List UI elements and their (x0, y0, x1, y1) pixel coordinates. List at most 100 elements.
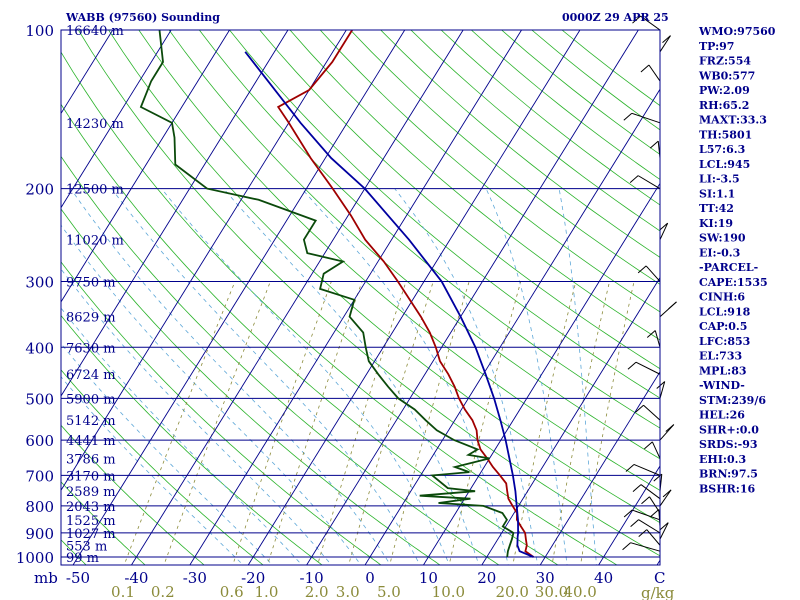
dry-adiabat (108, 30, 660, 524)
temperature-tick-label: 40 (594, 569, 613, 587)
temperature-tick-label: -50 (66, 569, 90, 587)
temperature-tick-label: -20 (241, 569, 265, 587)
dry-adiabat (61, 103, 559, 565)
temperature-tick-label: 20 (477, 569, 496, 587)
height-label: 5142 m (66, 414, 116, 429)
wind-barb-flag (629, 175, 639, 183)
wind-barb-flag (644, 441, 653, 450)
temperature-tick-labels: -50 -40 -30 -20 -10 0 10 20 30 40 (66, 569, 613, 587)
wind-barb (637, 175, 661, 190)
wind-barb (646, 529, 661, 546)
dry-adiabat (61, 155, 500, 565)
pressure-tick-label: 200 (25, 181, 54, 199)
mixing-ratio-line (512, 281, 577, 565)
height-label: 3170 m (66, 469, 116, 484)
isotherm (539, 370, 660, 565)
parameter-item: LCL:918 (699, 305, 751, 318)
wind-barb-flag (622, 542, 631, 551)
wind-barb-flag (659, 222, 668, 231)
isotherm (598, 465, 660, 565)
temperature-profile (276, 30, 535, 558)
dry-adiabat (531, 30, 660, 131)
wind-barb-flag (627, 361, 637, 370)
parameter-item: SW:190 (699, 232, 746, 245)
wind-barb (638, 519, 661, 534)
pressure-tick-label: 400 (25, 339, 54, 357)
wind-barb-flag (662, 489, 672, 498)
isotherm (130, 30, 464, 565)
dry-adiabat (61, 208, 441, 565)
parameter-item: STM:239/6 (699, 394, 766, 407)
mixing-ratio-tick-labels: 0.1 0.2 0.6 1.0 2.0 3.0 5.0 10.0 20.0 30.040.0 (111, 583, 597, 600)
isotherm (72, 30, 406, 565)
moist-adiabats (61, 188, 597, 565)
height-labels: 16640 m 14230 m 12500 m 11020 m 9750 m 8629 m… (66, 24, 124, 566)
temperature-tick-label: 10 (419, 569, 438, 587)
dry-adiabat (61, 481, 146, 565)
wind-barb-flag (649, 140, 659, 149)
mixing-ratio-tick-label: 0.2 (151, 583, 175, 600)
wind-barb (633, 463, 661, 476)
wind-barb-flag (659, 522, 669, 531)
parameter-item: FRZ:554 (699, 55, 751, 68)
moist-adiabat (61, 376, 244, 565)
parameter-item: HEL:26 (699, 409, 745, 422)
wind-barb-flag (635, 404, 644, 413)
profile-lines (139, 30, 535, 558)
parameter-item: LCL:945 (699, 158, 750, 171)
parameter-item: WB0:577 (698, 69, 755, 82)
wind-barb-flag (668, 301, 677, 310)
temperature-tick-label: 0 (365, 569, 375, 587)
pressure-tick-label: 900 (25, 525, 54, 543)
mixing-ratio-tick-label: 0.1 (111, 583, 135, 600)
chart-title: WABB (97560) Sounding (65, 11, 220, 24)
height-label: 12500 m (66, 183, 124, 198)
wind-barb (659, 381, 666, 399)
temperature-tick-label: -10 (300, 569, 324, 587)
pressure-unit-label: mb (34, 569, 58, 587)
mixing-ratio-tick-label: 3.0 (336, 583, 360, 600)
wind-barb-flag (662, 35, 671, 44)
height-label: 5900 m (66, 392, 116, 407)
dewpoint-profile (139, 30, 515, 558)
wind-barb (635, 361, 661, 375)
dry-adiabat (319, 30, 660, 313)
wind-barbs (622, 15, 677, 552)
mixing-ratio-tick-label: 40.0 (563, 583, 596, 600)
temperature-unit-label: C (654, 569, 665, 587)
parameter-item: CAP:0.5 (699, 320, 747, 333)
moist-adiabat (61, 268, 332, 565)
moist-adiabat (61, 224, 362, 565)
dry-adiabat (501, 30, 660, 155)
wind-barb (645, 265, 661, 282)
mixing-ratio-line (163, 281, 271, 565)
wind-barb-flag (630, 519, 639, 528)
chart-datetime: 0000Z 29 APR 25 (562, 11, 669, 24)
mixing-ratio-line (580, 281, 635, 565)
wind-barb (659, 489, 672, 507)
isotherm (61, 30, 347, 492)
temperature-tick-label: -30 (183, 569, 207, 587)
moist-adiabat (223, 188, 480, 565)
mixing-ratio-tick-label: 5.0 (377, 583, 401, 600)
height-label: 16640 m (66, 24, 124, 39)
height-label: 99 m (66, 551, 99, 566)
moist-adiabat (61, 307, 303, 565)
moist-adiabat (485, 188, 568, 565)
parameter-item: WMO:97560 (698, 25, 776, 38)
wind-barb-flag (625, 464, 635, 472)
pressure-tick-labels: 100 200 300 400 500 600 700 800 900 1000 (16, 22, 54, 567)
wind-barb (659, 522, 669, 540)
isotherm (364, 88, 660, 565)
parameter-item: SI:1.1 (699, 187, 735, 200)
pressure-tick-label: 1000 (16, 549, 54, 567)
dry-adiabat (61, 314, 323, 565)
mixing-ratio-unit-label: g/kg (641, 584, 675, 600)
wind-barb-flag (646, 330, 656, 338)
pressure-tick-label: 700 (25, 467, 54, 485)
parameter-item: -PARCEL- (699, 261, 758, 274)
wind-barb (631, 112, 661, 124)
